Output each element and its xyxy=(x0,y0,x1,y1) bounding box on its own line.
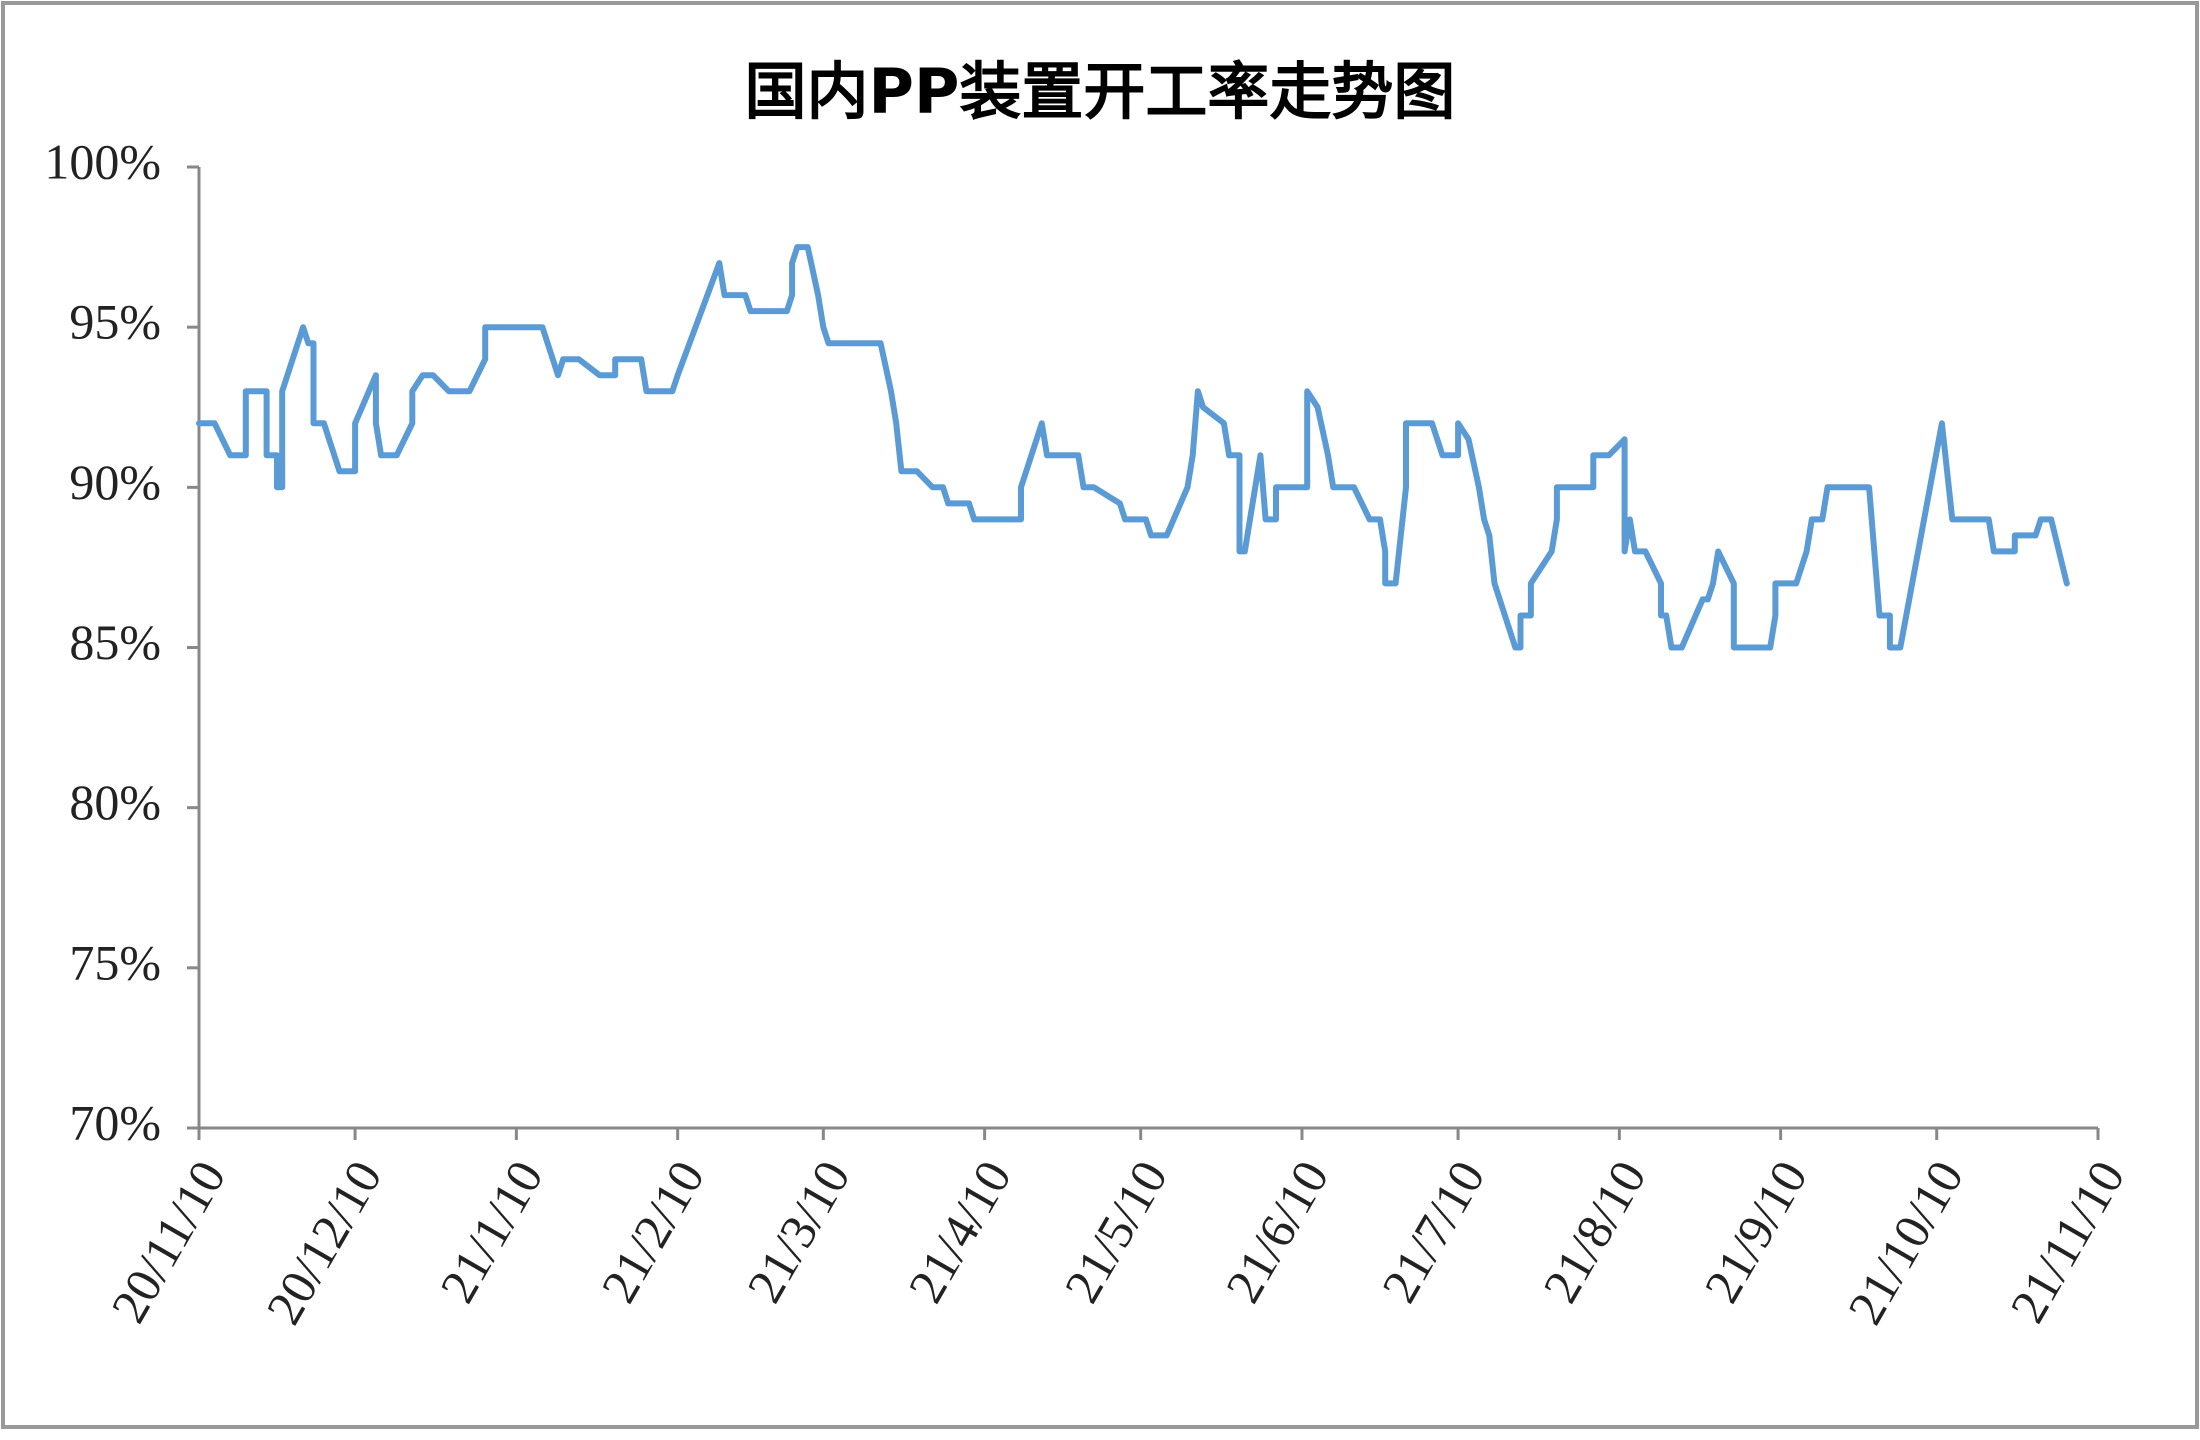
y-tick-label: 90% xyxy=(69,454,161,510)
y-tick-label: 80% xyxy=(69,774,161,830)
y-tick-label: 95% xyxy=(69,294,161,350)
data-line xyxy=(196,244,2070,651)
chart-title: 国内PP装置开工率走势图 xyxy=(745,55,1456,128)
y-tick-label: 75% xyxy=(69,934,161,990)
y-tick-label: 70% xyxy=(69,1094,161,1150)
y-tick-label: 100% xyxy=(44,133,161,189)
y-tick-label: 85% xyxy=(69,614,161,670)
